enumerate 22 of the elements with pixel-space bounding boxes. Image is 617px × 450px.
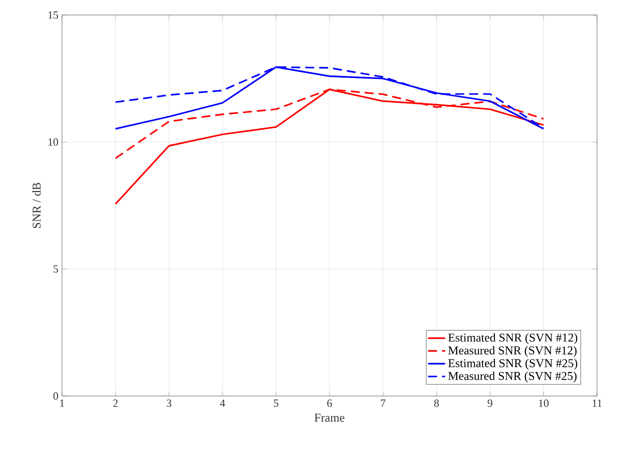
y-tick-label: 15 [48, 11, 58, 19]
legend-label: Measured SNR (SVN #25) [448, 372, 577, 382]
x-axis-title: Frame [314, 414, 344, 422]
line-series [114, 88, 544, 205]
y-tick-label: 10 [48, 138, 58, 146]
x-tick-label: 2 [113, 400, 118, 407]
legend-label: Measured SNR (SVN #12) [448, 346, 577, 357]
y-tick-label: 5 [54, 265, 58, 273]
x-tick-label: 5 [274, 400, 278, 407]
y-axis-title: SNR / dB [32, 182, 41, 228]
x-tick-label: 1 [60, 400, 64, 407]
x-tick-label: 10 [538, 400, 549, 407]
x-tick-label: 9 [488, 400, 492, 407]
x-tick-label: 11 [592, 400, 602, 407]
x-tick-label: 4 [220, 400, 226, 407]
legend-label: Estimated SNR (SVN #25) [448, 358, 578, 370]
y-tick-label: 0 [53, 392, 58, 400]
x-tick-label: 7 [380, 400, 386, 407]
x-tick-label: 8 [434, 400, 439, 407]
x-tick-label: 6 [327, 400, 332, 407]
legend-label: Estimated SNR (SVN #12) [448, 333, 578, 344]
x-tick-label: 3 [166, 400, 172, 407]
